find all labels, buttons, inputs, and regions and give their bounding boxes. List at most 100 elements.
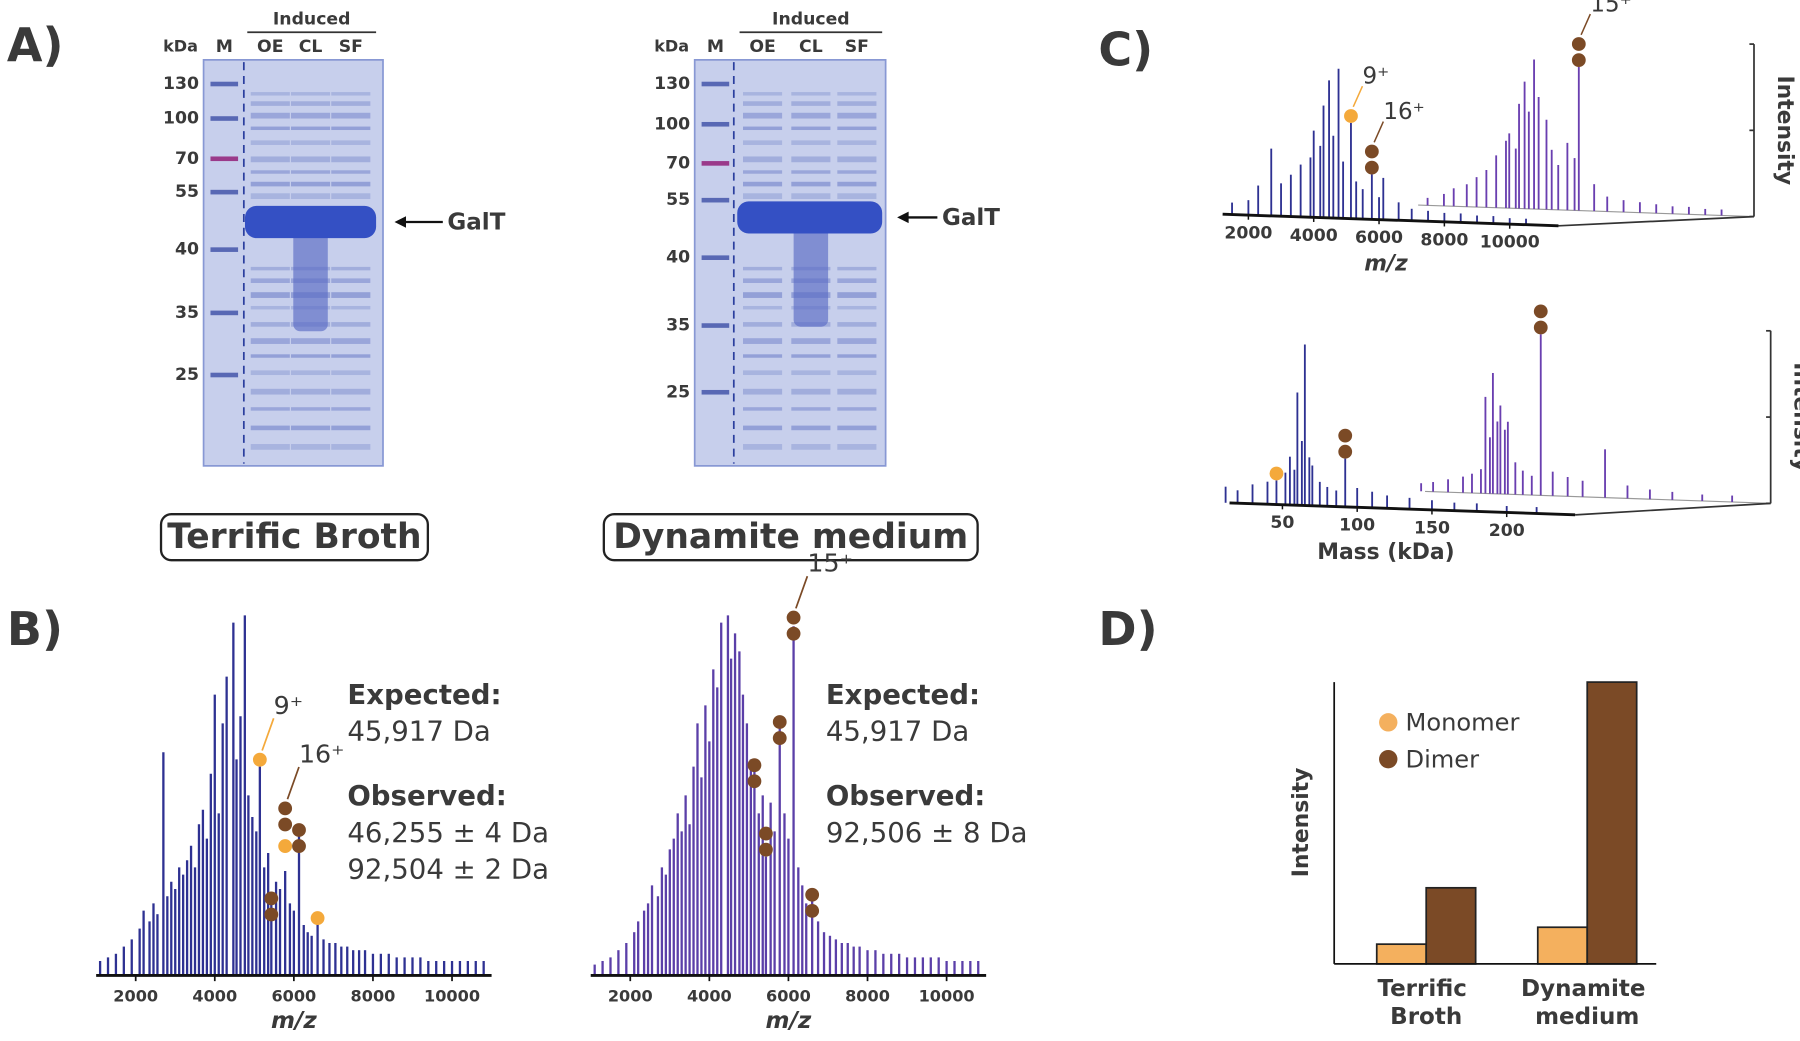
back-axis xyxy=(1418,204,1755,218)
gel-band xyxy=(290,407,331,411)
x-tick-label: 4000 xyxy=(192,987,237,1006)
x-tick-label: Terrific Broth xyxy=(1377,976,1475,1030)
back-axis xyxy=(1425,490,1771,504)
gel-band xyxy=(837,388,877,395)
dimer-marker xyxy=(1533,304,1548,319)
observed-value: 92,506 ± 8 Da xyxy=(826,816,1028,849)
gel-band xyxy=(743,322,783,327)
mw-label: 70 xyxy=(666,153,690,173)
mw-label: 40 xyxy=(666,248,690,268)
gel-band xyxy=(250,101,290,106)
dimer-marker xyxy=(786,610,801,625)
gel-band xyxy=(791,354,831,358)
ladder-band xyxy=(701,389,730,395)
x-tick-label: 8000 xyxy=(845,987,890,1006)
x-tick-label: 10000 xyxy=(424,987,480,1006)
gel-band xyxy=(837,101,877,106)
dimer-marker xyxy=(1364,160,1379,175)
gel-band xyxy=(290,92,331,96)
dimer-marker xyxy=(747,774,762,789)
y-axis-title: Intensity xyxy=(1289,768,1314,878)
x-axis-title: m/z xyxy=(1364,252,1408,277)
lane-label: CL xyxy=(299,37,323,57)
gel-band xyxy=(290,193,331,200)
mw-label: 40 xyxy=(175,240,199,260)
gel-smear xyxy=(293,222,328,332)
gel-band xyxy=(837,425,877,431)
gel-band xyxy=(250,305,290,310)
gel-band xyxy=(791,370,831,376)
gel-band xyxy=(290,140,331,145)
lane-label: M xyxy=(707,37,724,57)
observed-label: Observed: xyxy=(826,779,985,812)
lane-label: OE xyxy=(257,37,283,57)
medium-box xyxy=(159,513,430,562)
gel-band xyxy=(250,170,290,174)
gel-band xyxy=(250,92,290,96)
x-axis-title: m/z xyxy=(766,1008,812,1034)
gel-band xyxy=(743,338,783,344)
label-connector xyxy=(1352,85,1364,108)
bar xyxy=(1375,943,1428,965)
monomer-marker xyxy=(252,752,267,767)
gel-band xyxy=(250,354,290,358)
gel-band xyxy=(290,170,331,174)
gel-band xyxy=(331,156,371,163)
gel-band xyxy=(250,181,290,187)
mw-label: 55 xyxy=(175,182,199,202)
bar xyxy=(1425,886,1477,965)
panel-label: C) xyxy=(1098,22,1153,76)
x-tick-label: 2000 xyxy=(608,987,653,1006)
gel-band xyxy=(331,101,371,106)
gel-band xyxy=(331,354,371,358)
gel-band xyxy=(331,338,371,344)
gel-band xyxy=(791,92,831,96)
medium-box xyxy=(602,513,979,562)
gel-band xyxy=(250,126,290,131)
gel-band xyxy=(837,370,877,376)
lane-label: SF xyxy=(339,37,363,57)
gel-band xyxy=(250,388,290,395)
ladder-band xyxy=(210,189,239,195)
gel-band xyxy=(791,388,831,395)
group-label: Induced xyxy=(772,10,850,30)
gel-band xyxy=(743,354,783,358)
medium-label: Dynamite medium xyxy=(613,517,968,557)
bar xyxy=(1536,926,1589,965)
front-axis xyxy=(1222,212,1559,228)
x-tick-label: 100 xyxy=(1339,516,1375,536)
gel-band xyxy=(743,292,783,298)
gel-band xyxy=(331,322,371,327)
label-connector xyxy=(1373,121,1385,143)
gel-band xyxy=(331,305,371,310)
gel-band xyxy=(743,305,783,310)
galt-band xyxy=(244,205,377,239)
gel-band xyxy=(250,338,290,344)
gel-band xyxy=(331,126,371,131)
gel-band xyxy=(791,170,831,174)
expected-label: Expected: xyxy=(347,678,501,711)
gel-band xyxy=(837,126,877,131)
gel-band xyxy=(331,370,371,376)
gel-band xyxy=(837,181,877,187)
gel-band xyxy=(250,407,290,411)
dimer-marker xyxy=(1338,444,1353,459)
x-tick-label: 8000 xyxy=(351,987,396,1006)
arrow-label: GalT xyxy=(447,210,505,236)
gel xyxy=(693,58,887,467)
dimer-marker xyxy=(1364,144,1379,159)
dimer-marker xyxy=(264,891,279,906)
x-tick-label: 6000 xyxy=(766,987,811,1006)
gel-band xyxy=(743,278,783,283)
x-axis-title: Mass (kDa) xyxy=(1317,540,1454,565)
ladder-band xyxy=(210,247,239,252)
gel-band xyxy=(290,444,331,450)
gel-smear xyxy=(793,217,829,327)
ladder-band xyxy=(701,197,730,203)
gel-band xyxy=(743,101,783,106)
ladder-band xyxy=(210,372,239,378)
x-tick-label: Dynamite medium xyxy=(1521,976,1653,1030)
gel-band xyxy=(743,170,783,174)
x-tick-label: 200 xyxy=(1489,521,1525,541)
